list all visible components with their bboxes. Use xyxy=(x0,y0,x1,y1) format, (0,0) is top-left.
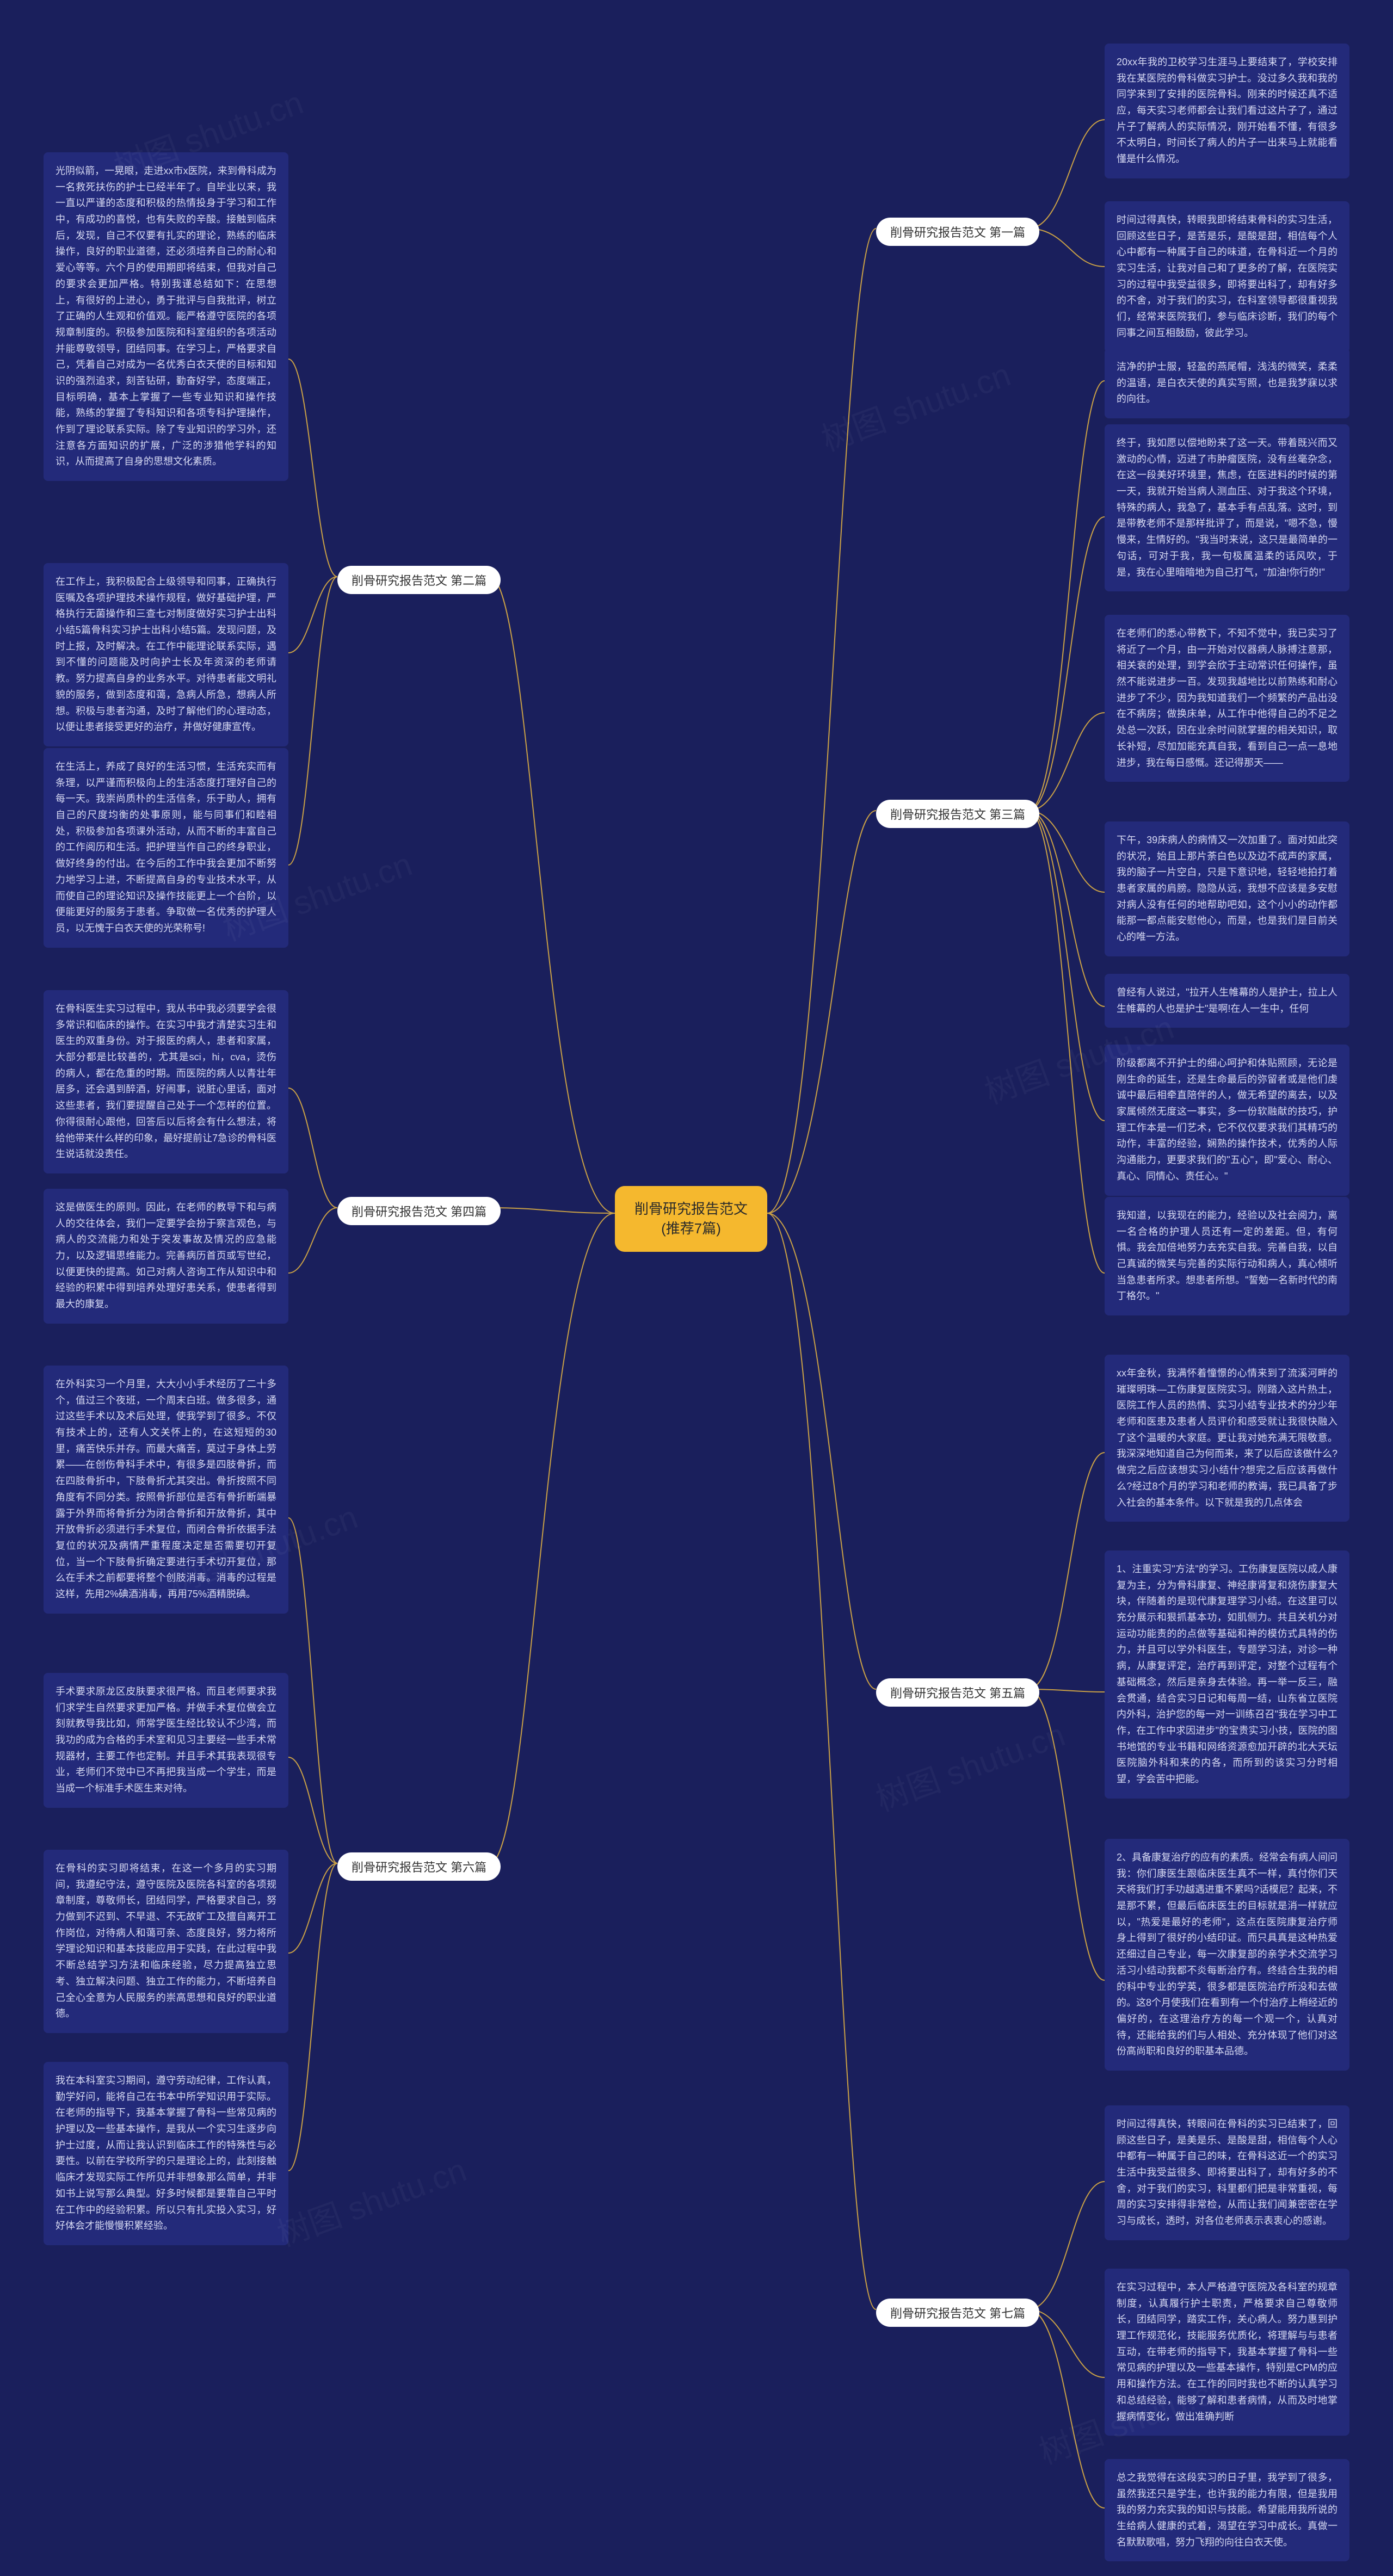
box-right-3-2: 总之我觉得在这段实习的日子里，我学到了很多，虽然我还只是学生，也许我的能力有限，… xyxy=(1105,2459,1349,2561)
box-right-2-0: xx年金秋，我满怀着憧憬的心情来到了流溪河畔的璀璨明珠—工伤康复医院实习。刚踏入… xyxy=(1105,1355,1349,1522)
box-left-2-0: 在外科实习一个月里，大大小小手术经历了二十多个，值过三个夜班，一个周末白班。做多… xyxy=(44,1366,288,1614)
box-right-0-0: 20xx年我的卫校学习生涯马上要结束了，学校安排我在某医院的骨科做实习护士。没过… xyxy=(1105,44,1349,178)
box-left-1-0: 在骨科医生实习过程中，我从书中我必须要学会很多常识和临床的操作。在实习中我才清楚… xyxy=(44,990,288,1173)
box-left-0-1: 在工作上，我积极配合上级领导和同事，正确执行医嘱及各项护理技术操作规程，做好基础… xyxy=(44,563,288,746)
box-right-1-5: 阶级都离不开护士的细心呵护和体贴照顾，无论是刚生命的延生，还是生命最后的弥留者或… xyxy=(1105,1045,1349,1196)
branch-right-2: 削骨研究报告范文 第五篇 xyxy=(876,1678,1039,1707)
watermark: 树图 shutu.cn xyxy=(868,1708,1070,1820)
box-right-1-4: 曾经有人说过，"拉开人生帷幕的人是护士，拉上人生帷幕的人也是护士"是啊!在人一生… xyxy=(1105,974,1349,1028)
box-left-2-2: 在骨科的实习即将结束，在这一个多月的实习期间，我遵纪守法，遵守医院及医院各科室的… xyxy=(44,1850,288,2033)
box-right-1-6: 我知道，以我现在的能力，经验以及社会阅力，离一名合格的护理人员还有一定的差距。但… xyxy=(1105,1197,1349,1315)
branch-left-0: 削骨研究报告范文 第二篇 xyxy=(337,566,501,594)
box-right-2-2: 2、具备康复治疗的应有的素质。经常会有病人间问我：你们康医生跟临床医生真不一样，… xyxy=(1105,1839,1349,2071)
box-right-3-1: 在实习过程中，本人严格遵守医院及各科室的规章制度，认真履行护士职责，严格要求自己… xyxy=(1105,2269,1349,2436)
watermark: 树图 shutu.cn xyxy=(270,2143,472,2256)
box-left-0-0: 光阴似箭，一晃眼，走进xx市x医院，来到骨科成为一名救死扶伤的护士已经半年了。自… xyxy=(44,152,288,481)
watermark: 树图 shutu.cn xyxy=(814,348,1016,460)
branch-right-3: 削骨研究报告范文 第七篇 xyxy=(876,2299,1039,2327)
box-left-2-1: 手术要求原龙区皮肤要求很严格。而且老师要求我们求学生自然要求更加严格。并做手术复… xyxy=(44,1673,288,1808)
box-right-1-3: 下午，39床病人的病情又一次加重了。面对如此突的状况，始且上那片荼白色以及边不成… xyxy=(1105,821,1349,956)
branch-left-2: 削骨研究报告范文 第六篇 xyxy=(337,1852,501,1881)
box-left-0-2: 在生活上，养成了良好的生活习惯，生活充实而有条理，以严谨而积极向上的生活态度打理… xyxy=(44,748,288,948)
center-node: 削骨研究报告范文(推荐7篇) xyxy=(615,1186,767,1252)
box-right-0-1: 时间过得真快，转眼我即将结束骨科的实习生活，回顾这些日子，是苦是乐，是酸是甜，相… xyxy=(1105,201,1349,353)
box-left-1-1: 这是做医生的原则。因此，在老师的教导下和与病人的交往体会，我们一定要学会扮于察言… xyxy=(44,1189,288,1324)
box-right-1-1: 终于，我如愿以偿地盼来了这一天。带着既兴而又激动的心情，迈进了市肿瘤医院，没有丝… xyxy=(1105,424,1349,591)
branch-left-1: 削骨研究报告范文 第四篇 xyxy=(337,1197,501,1225)
box-left-2-3: 我在本科室实习期间，遵守劳动纪律，工作认真，勤学好问，能将自己在书本中所学知识用… xyxy=(44,2062,288,2245)
branch-right-0: 削骨研究报告范文 第一篇 xyxy=(876,218,1039,246)
box-right-1-2: 在老师们的悉心带教下，不知不觉中，我已实习了将近了一个月，由一开始对仪器病人脉搏… xyxy=(1105,615,1349,782)
box-right-1-0: 洁净的护士服，轻盈的燕尾帽，浅浅的微笑，柔柔的温语，是白衣天使的真实写照，也是我… xyxy=(1105,348,1349,418)
branch-right-1: 削骨研究报告范文 第三篇 xyxy=(876,800,1039,828)
box-right-3-0: 时间过得真快，转眼间在骨科的实习已结束了，回顾这些日子，是美是乐、是酸是甜，相信… xyxy=(1105,2105,1349,2240)
box-right-2-1: 1、注重实习"方法"的学习。工伤康复医院以成人康复为主，分为骨科康复、神经康肾复… xyxy=(1105,1550,1349,1799)
